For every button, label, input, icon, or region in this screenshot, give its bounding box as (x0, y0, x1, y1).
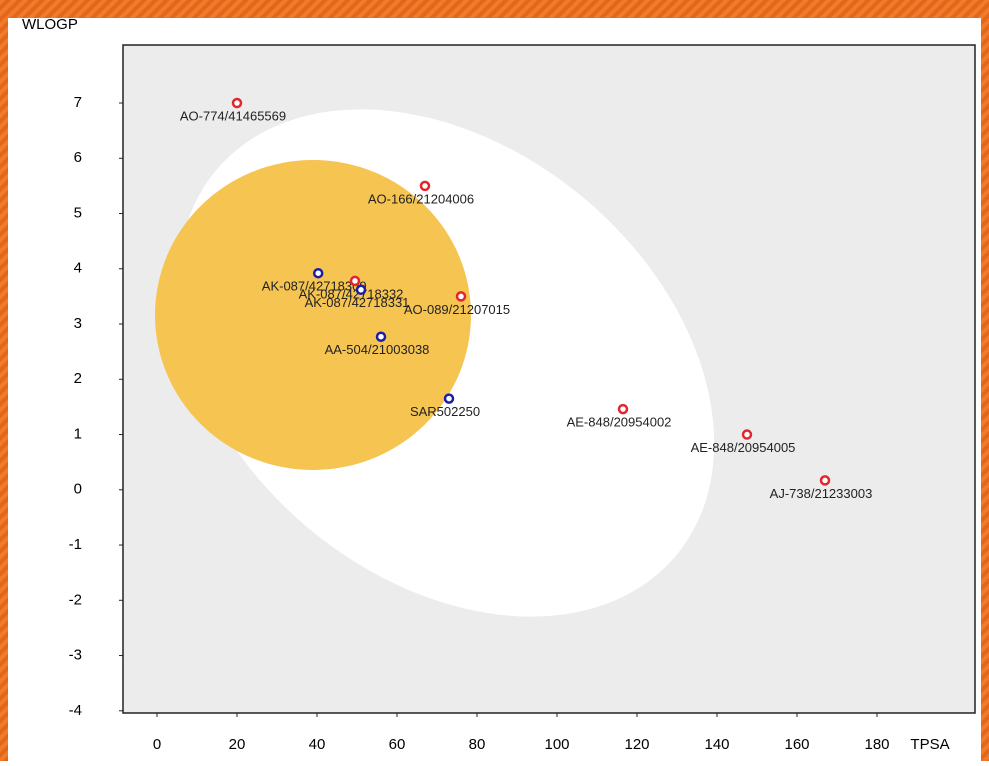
point (741, 429, 753, 440)
point-label: AE-848/20954002 (567, 415, 672, 430)
point (617, 403, 629, 415)
x-tick-label: 180 (864, 736, 889, 753)
point-label: AK-087/42718309 (262, 279, 367, 294)
point-label: AO-166/21204006 (368, 191, 474, 206)
y-tick-label: -3 (69, 647, 82, 664)
point-label: AE-848/20954005 (691, 440, 796, 455)
point (419, 180, 431, 192)
y-tick-label: -4 (69, 702, 82, 719)
y-tick-label: 7 (74, 94, 82, 111)
y-tick-label: 5 (74, 204, 82, 221)
point (312, 267, 324, 279)
point-label: SAR502250 (410, 404, 480, 419)
y-tick-label: -2 (69, 591, 82, 608)
y-tick-label: 0 (74, 481, 82, 498)
point-label: AK-087/42718331 (305, 295, 410, 310)
point-label: AA-504/21003038 (325, 342, 430, 357)
point-label: AJ-738/21233003 (770, 486, 873, 501)
point (455, 291, 467, 302)
y-tick-label: 3 (74, 315, 82, 332)
data-layer: 0 20 40 60 80 100 120 140 160 180 -4 -3 -2 -1 0 1 2 3 4 5 6 7… (69, 94, 890, 753)
y-tick-label: 6 (74, 149, 82, 166)
x-tick-label: 100 (544, 736, 569, 753)
point (355, 284, 367, 296)
point (231, 97, 243, 109)
hia-region (155, 160, 471, 470)
x-tick-label: 20 (229, 736, 246, 753)
y-tick-label: -1 (69, 536, 82, 553)
y-tick-label: 2 (74, 370, 82, 387)
x-tick-label: 60 (389, 736, 406, 753)
point (819, 475, 831, 486)
point (349, 275, 361, 287)
x-tick-label: 80 (469, 736, 486, 753)
x-tick-label: 120 (624, 736, 649, 753)
y-tick-label: 1 (74, 425, 82, 442)
point-label: AO-089/21207015 (404, 302, 510, 317)
x-tick-label: 40 (309, 736, 326, 753)
x-axis-label: TPSA (910, 736, 949, 753)
y-axis-label: WLOGP (22, 16, 78, 33)
x-tick-label: 140 (704, 736, 729, 753)
point-label: AO-774/41465569 (180, 108, 286, 123)
x-tick-label: 0 (153, 736, 161, 753)
x-tick-label: 160 (784, 736, 809, 753)
point (443, 393, 455, 404)
point (375, 331, 387, 342)
point-label: AK-087/42718332 (299, 286, 404, 301)
y-tick-label: 4 (74, 260, 82, 277)
